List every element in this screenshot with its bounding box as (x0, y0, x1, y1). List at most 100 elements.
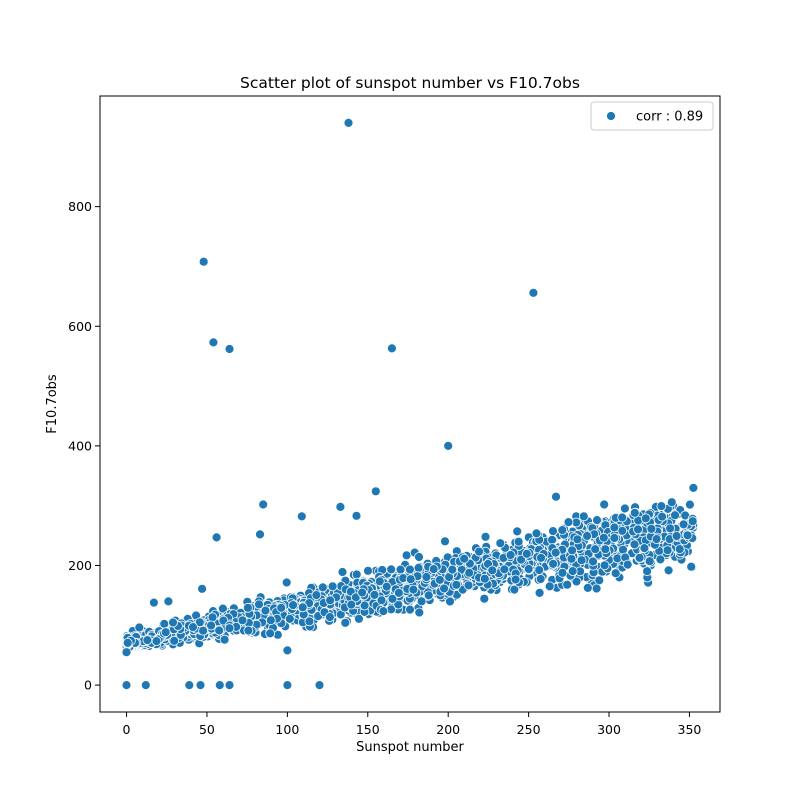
scatter-point (346, 599, 357, 610)
scatter-point (408, 584, 419, 595)
scatter-point (421, 572, 432, 582)
scatter-point (463, 580, 474, 591)
scatter-point (423, 590, 434, 601)
scatter-point (646, 524, 657, 534)
scatter-point (198, 625, 209, 636)
scatter-point (513, 536, 524, 547)
scatter-point (599, 560, 610, 571)
scatter-point (288, 600, 299, 610)
scatter-point (401, 550, 412, 561)
scatter-point (282, 680, 293, 690)
scatter-point (284, 614, 295, 624)
scatter-point (598, 532, 609, 543)
scatter-point (214, 625, 225, 636)
scatter-point (414, 607, 425, 618)
scatter-point (317, 582, 328, 593)
scatter-point (243, 625, 254, 636)
scatter-point (314, 680, 325, 690)
scatter-point (544, 581, 555, 592)
scatter-point (656, 501, 667, 512)
scatter-point (369, 590, 380, 600)
scatter-point (642, 566, 652, 577)
scatter-point (327, 581, 338, 592)
scatter-point (374, 576, 385, 587)
scatter-point (363, 565, 373, 576)
scatter-point (588, 556, 598, 567)
scatter-point (674, 544, 685, 554)
scatter-point (258, 499, 269, 510)
legend-label: corr : 0.89 (636, 110, 703, 125)
scatter-point (370, 486, 381, 497)
scatter-point (534, 588, 545, 598)
scatter-point (160, 627, 171, 638)
scatter-point (395, 564, 406, 575)
scatter-point (536, 553, 546, 563)
scatter-point (428, 564, 439, 574)
scatter-point (512, 526, 523, 537)
scatter-point (219, 634, 230, 645)
scatter-point (516, 554, 526, 565)
scatter-point (671, 531, 682, 541)
scatter-point (357, 587, 368, 598)
scatter-point (509, 584, 520, 595)
scatter-point (296, 511, 307, 522)
scatter-point (551, 491, 561, 502)
scatter-point (224, 344, 235, 354)
scatter-point (211, 532, 222, 543)
scatter-point (487, 565, 498, 576)
scatter-point (414, 552, 424, 562)
scatter-point (381, 581, 392, 592)
scatter-point (304, 616, 315, 627)
scatter-point (582, 531, 592, 541)
x-tick-label: 150 (356, 722, 380, 737)
scatter-point (208, 337, 219, 348)
scatter-point (242, 602, 253, 613)
scatter-point (324, 612, 335, 622)
plot-frame (99, 95, 721, 713)
scatter-point (609, 522, 620, 533)
scatter-point (590, 544, 601, 555)
y-tick-label: 0 (84, 678, 92, 693)
scatter-point (440, 536, 450, 547)
scatter-point (474, 546, 485, 557)
scatter-point (265, 615, 276, 626)
scatter-point (405, 604, 415, 615)
scatter-point (148, 597, 159, 608)
scatter-point (439, 583, 450, 594)
scatter-point (599, 499, 610, 510)
scatter-point (547, 535, 557, 545)
scatter-point (499, 564, 510, 575)
scatter-point (386, 564, 397, 575)
scatter-point (557, 525, 568, 535)
scatter-point (495, 538, 506, 549)
x-tick-label: 50 (199, 722, 215, 737)
scatter-point (416, 596, 427, 607)
scatter-point (685, 499, 695, 510)
scatter-point (214, 680, 225, 690)
scatter-point (434, 575, 445, 585)
scatter-point (163, 596, 174, 607)
legend-box (590, 101, 714, 131)
scatter-point (311, 590, 322, 600)
scatter-point (634, 552, 645, 563)
scatter-point (521, 548, 532, 559)
scatter-point (535, 574, 546, 584)
scatter-point (622, 559, 633, 570)
scatter-point (665, 523, 675, 534)
scatter-point (644, 556, 655, 567)
x-tick-label: 350 (678, 722, 702, 737)
scatter-point (151, 636, 162, 646)
scatter-point (206, 620, 217, 631)
legend-marker (606, 111, 616, 121)
scatter-point (140, 680, 151, 690)
scatter-point (445, 596, 455, 607)
scatter-point (282, 645, 293, 656)
scatter-point (576, 555, 587, 566)
scatter-point (567, 545, 577, 556)
scatter-point (121, 647, 132, 658)
scatter-point (510, 574, 521, 585)
scatter-point (386, 343, 397, 354)
scatter-point (666, 497, 677, 508)
scatter-point (657, 511, 667, 522)
x-tick-label: 0 (123, 722, 131, 737)
